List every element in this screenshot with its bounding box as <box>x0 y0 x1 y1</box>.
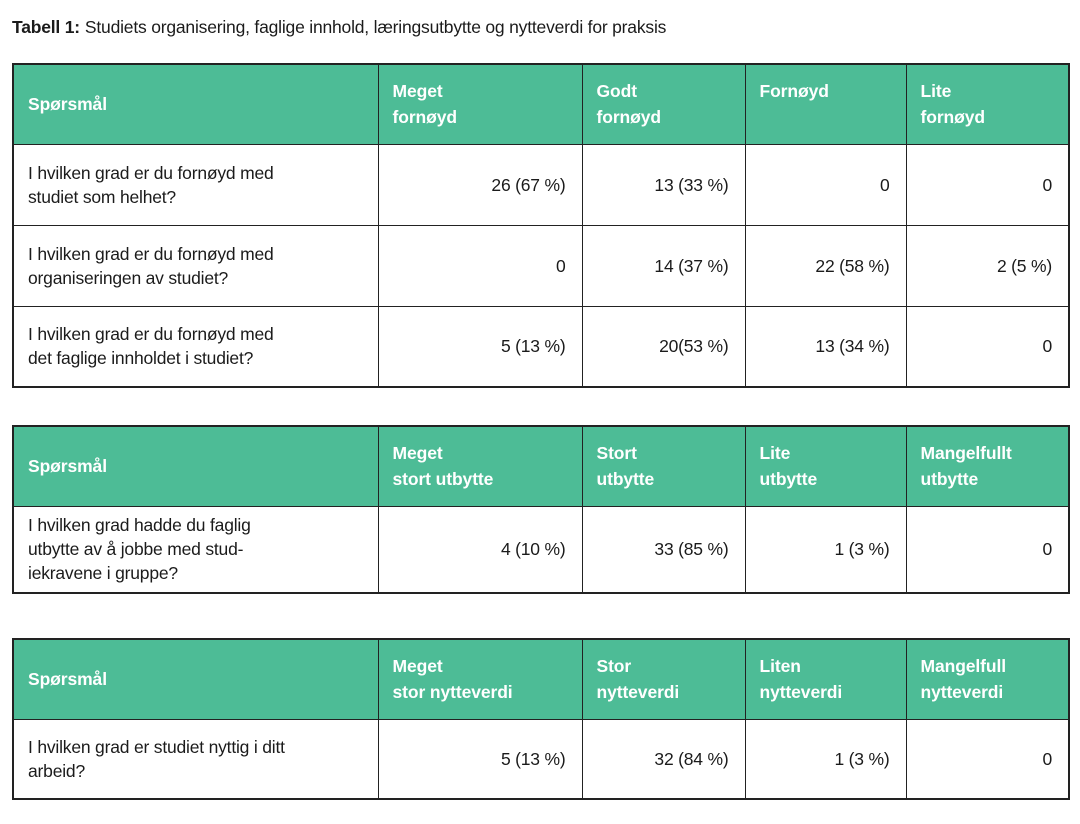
value-cell: 5 (13 %) <box>377 305 583 388</box>
column-header-meget-fornoyd: Meget fornøyd <box>377 63 583 145</box>
page-title: Tabell 1: Studiets organisering, faglige … <box>12 15 1068 39</box>
question-cell: I hvilken grad hadde du faglig utbytte a… <box>12 505 379 594</box>
column-header-liten-nytteverdi: Liten nytteverdi <box>744 638 907 720</box>
value-cell: 0 <box>905 305 1070 388</box>
header-row: Spørsmål Meget stort utbytte Stort utbyt… <box>12 425 1070 507</box>
column-header-fornoyd: Fornøyd <box>744 63 907 145</box>
question-cell: I hvilken grad er du fornøyd med studiet… <box>12 143 379 226</box>
table-row: I hvilken grad hadde du faglig utbytte a… <box>12 505 1070 594</box>
question-cell: I hvilken grad er du fornøyd med organis… <box>12 224 379 307</box>
column-header-sporsmal: Spørsmål <box>12 425 379 507</box>
value-cell: 5 (13 %) <box>377 718 583 800</box>
value-cell: 0 <box>905 505 1070 594</box>
value-cell: 2 (5 %) <box>905 224 1070 307</box>
column-header-meget-stort-utbytte: Meget stort utbytte <box>377 425 583 507</box>
value-cell: 22 (58 %) <box>744 224 907 307</box>
table-row: I hvilken grad er du fornøyd med organis… <box>12 224 1070 307</box>
column-header-sporsmal: Spørsmål <box>12 638 379 720</box>
column-header-godt-fornoyd: Godt fornøyd <box>581 63 746 145</box>
value-cell: 33 (85 %) <box>581 505 746 594</box>
table-row: I hvilken grad er studiet nyttig i ditt … <box>12 718 1070 800</box>
value-cell: 0 <box>377 224 583 307</box>
header-row: Spørsmål Meget stor nytteverdi Stor nytt… <box>12 638 1070 720</box>
table-caption-text: Studiets organisering, faglige innhold, … <box>84 17 667 37</box>
value-cell: 13 (33 %) <box>581 143 746 226</box>
document-page: Tabell 1: Studiets organisering, faglige … <box>12 15 1070 800</box>
table-nytteverdi: Spørsmål Meget stor nytteverdi Stor nytt… <box>12 638 1070 800</box>
table-row: I hvilken grad er du fornøyd med studiet… <box>12 143 1070 226</box>
value-cell: 13 (34 %) <box>744 305 907 388</box>
table-utbytte: Spørsmål Meget stort utbytte Stort utbyt… <box>12 425 1070 594</box>
question-cell: I hvilken grad er studiet nyttig i ditt … <box>12 718 379 800</box>
value-cell: 1 (3 %) <box>744 505 907 594</box>
table-caption-label: Tabell 1: <box>12 17 80 37</box>
value-cell: 26 (67 %) <box>377 143 583 226</box>
column-header-stort-utbytte: Stort utbytte <box>581 425 746 507</box>
value-cell: 0 <box>905 718 1070 800</box>
value-cell: 0 <box>905 143 1070 226</box>
table-satisfaction: Spørsmål Meget fornøyd Godt fornøyd Forn… <box>12 63 1070 388</box>
column-header-mangelfull-nytteverdi: Mangelfull nytteverdi <box>905 638 1070 720</box>
value-cell: 1 (3 %) <box>744 718 907 800</box>
column-header-lite-fornoyd: Lite fornøyd <box>905 63 1070 145</box>
value-cell: 4 (10 %) <box>377 505 583 594</box>
column-header-meget-stor-nytteverdi: Meget stor nytteverdi <box>377 638 583 720</box>
column-header-lite-utbytte: Lite utbytte <box>744 425 907 507</box>
value-cell: 14 (37 %) <box>581 224 746 307</box>
column-header-sporsmal: Spørsmål <box>12 63 379 145</box>
value-cell: 32 (84 %) <box>581 718 746 800</box>
value-cell: 0 <box>744 143 907 226</box>
column-header-mangelfullt-utbytte: Mangelfullt utbytte <box>905 425 1070 507</box>
header-row: Spørsmål Meget fornøyd Godt fornøyd Forn… <box>12 63 1070 145</box>
value-cell: 20(53 %) <box>581 305 746 388</box>
column-header-stor-nytteverdi: Stor nytteverdi <box>581 638 746 720</box>
question-cell: I hvilken grad er du fornøyd med det fag… <box>12 305 379 388</box>
table-row: I hvilken grad er du fornøyd med det fag… <box>12 305 1070 388</box>
